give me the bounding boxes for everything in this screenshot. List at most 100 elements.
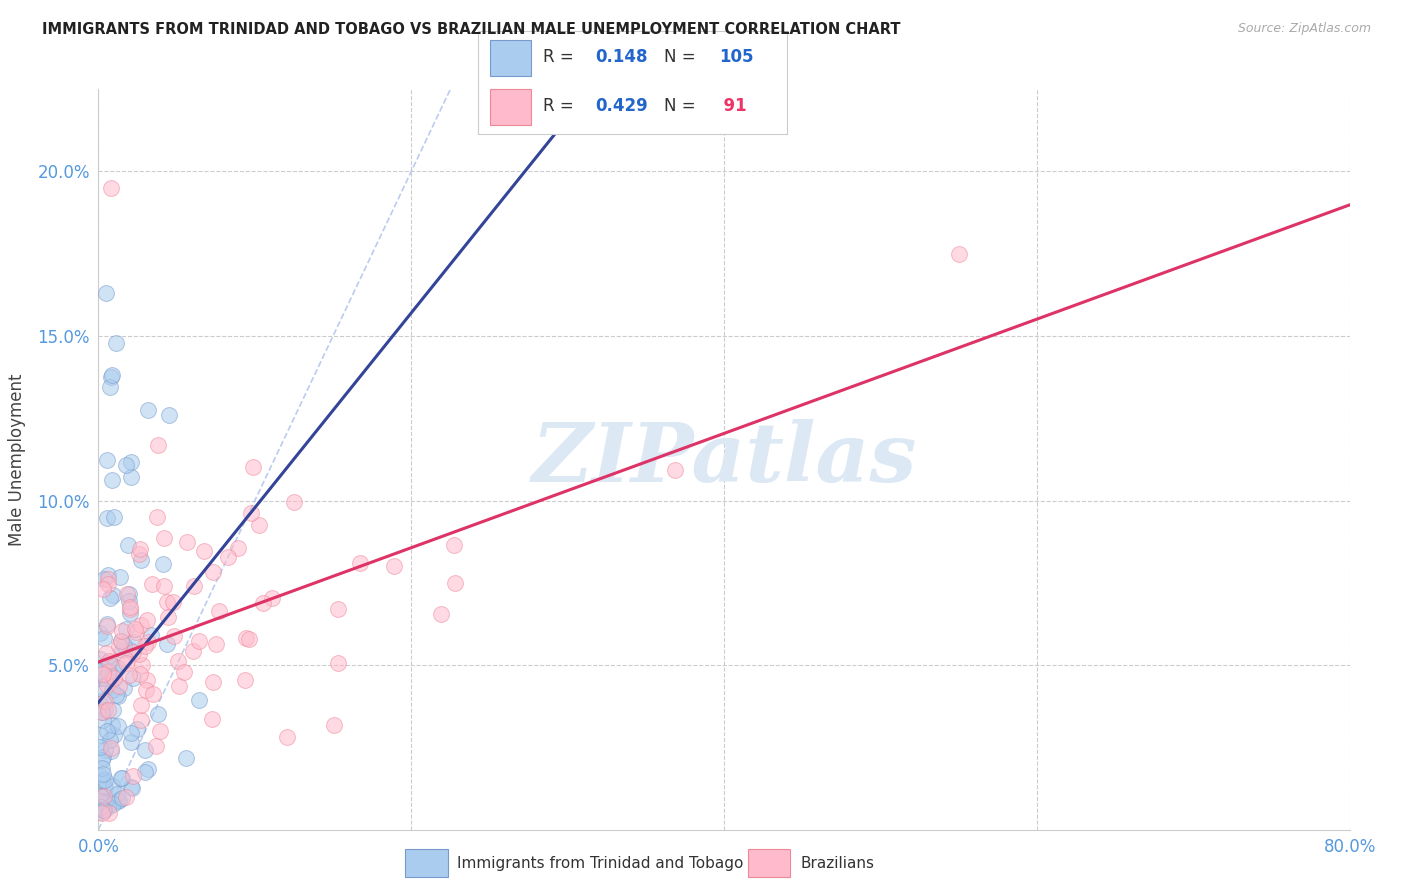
Point	[90, 705, 112, 719]
Point	[162, 595, 184, 609]
Point	[100, 181, 122, 195]
Point	[135, 613, 157, 627]
Point	[152, 531, 174, 545]
Point	[91, 666, 114, 681]
Text: IMMIGRANTS FROM TRINIDAD AND TOBAGO VS BRAZILIAN MALE UNEMPLOYMENT CORRELATION C: IMMIGRANTS FROM TRINIDAD AND TOBAGO VS B…	[42, 22, 901, 37]
Point	[91, 773, 114, 788]
Point	[108, 640, 131, 654]
Point	[157, 609, 180, 624]
Text: N =: N =	[664, 96, 700, 114]
Point	[103, 797, 125, 811]
Point	[100, 741, 122, 756]
Point	[93, 767, 115, 781]
Point	[201, 566, 224, 580]
Text: N =: N =	[664, 48, 700, 66]
Point	[240, 506, 263, 520]
FancyBboxPatch shape	[748, 849, 790, 877]
Point	[93, 803, 115, 817]
Point	[100, 744, 122, 758]
Point	[136, 762, 159, 776]
Point	[107, 794, 129, 808]
Point	[233, 673, 256, 687]
Point	[97, 665, 120, 679]
Point	[443, 576, 465, 591]
Point	[101, 718, 124, 732]
Point	[208, 604, 231, 618]
Point	[96, 723, 118, 738]
Point	[100, 796, 122, 810]
Point	[121, 734, 143, 748]
Point	[107, 719, 129, 733]
Point	[96, 619, 118, 633]
Point	[96, 286, 118, 301]
Point	[89, 681, 111, 695]
Point	[90, 806, 112, 821]
Point	[120, 470, 142, 484]
Point	[89, 626, 111, 640]
Point	[111, 624, 134, 638]
Point	[276, 730, 298, 744]
Point	[156, 637, 179, 651]
Point	[97, 703, 120, 717]
Point	[101, 702, 124, 716]
Point	[89, 789, 111, 803]
Point	[89, 739, 111, 754]
Point	[135, 683, 157, 698]
Point	[94, 671, 117, 685]
Point	[121, 768, 143, 782]
Point	[157, 408, 180, 422]
Point	[103, 671, 125, 685]
Point	[93, 572, 115, 586]
Point	[664, 463, 686, 477]
Text: ZIPatlas: ZIPatlas	[531, 419, 917, 500]
Point	[93, 803, 115, 817]
Point	[226, 541, 249, 555]
Point	[91, 693, 114, 707]
Point	[89, 799, 111, 814]
Point	[128, 541, 150, 556]
Point	[114, 657, 136, 671]
Point	[115, 587, 138, 601]
Text: 91: 91	[711, 96, 747, 114]
Point	[115, 458, 138, 472]
Point	[98, 732, 121, 747]
Point	[104, 335, 127, 350]
Point	[115, 622, 138, 636]
Point	[169, 679, 191, 693]
Point	[131, 698, 153, 713]
Point	[129, 667, 152, 681]
Text: 0.429: 0.429	[596, 96, 648, 114]
Point	[89, 729, 111, 743]
Point	[260, 591, 283, 606]
Point	[94, 772, 117, 787]
Point	[96, 678, 118, 692]
Point	[89, 799, 111, 814]
Point	[125, 624, 148, 639]
Point	[101, 473, 124, 487]
Point	[149, 723, 172, 738]
Point	[94, 703, 117, 717]
Point	[100, 369, 122, 384]
Point	[101, 368, 124, 383]
Point	[96, 453, 118, 467]
Point	[103, 659, 125, 673]
Point	[97, 657, 120, 671]
Point	[122, 634, 145, 648]
Point	[201, 712, 224, 726]
Point	[107, 690, 129, 704]
Point	[107, 787, 129, 801]
Point	[103, 728, 125, 742]
Point	[103, 509, 125, 524]
Point	[93, 803, 115, 817]
Point	[120, 601, 142, 615]
Point	[131, 553, 153, 567]
Point	[96, 511, 118, 525]
Point	[145, 739, 167, 754]
FancyBboxPatch shape	[491, 40, 530, 77]
Point	[136, 403, 159, 417]
Point	[349, 556, 371, 570]
Point	[114, 790, 136, 805]
Point	[174, 751, 197, 765]
Point	[121, 671, 143, 685]
Point	[111, 643, 134, 657]
